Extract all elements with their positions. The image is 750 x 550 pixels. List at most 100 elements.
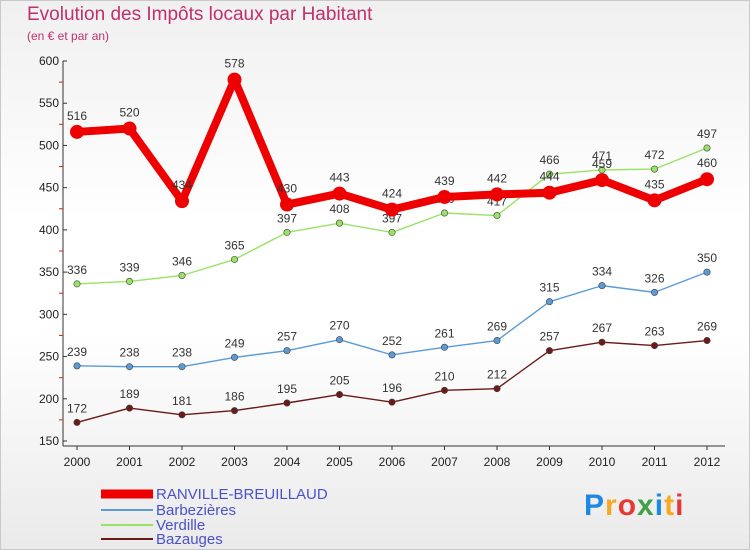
point-verdille-2009 xyxy=(545,170,553,178)
point-ranville-2008 xyxy=(490,187,504,202)
point-barbezieres-2004 xyxy=(283,347,291,355)
y-tick-label-300: 300 xyxy=(39,307,59,321)
y-tick-label-150: 150 xyxy=(39,434,59,448)
data-label-ranville-2000: 516 xyxy=(67,109,87,123)
y-tick-label-600: 600 xyxy=(39,54,59,68)
point-verdille-2006 xyxy=(388,228,396,236)
x-tick-label-2008: 2008 xyxy=(484,455,511,469)
data-label-verdille-2000: 336 xyxy=(67,263,87,277)
point-ranville-2010 xyxy=(595,173,609,188)
data-label-verdille-2005: 408 xyxy=(329,202,349,216)
data-label-bazauges-2000: 172 xyxy=(67,401,87,415)
chart-title: Evolution des Impôts locaux par Habitant xyxy=(27,4,373,25)
point-verdille-2004 xyxy=(283,228,291,236)
point-ranville-2000 xyxy=(70,124,84,139)
legend-label-verdille: Verdille xyxy=(156,517,206,534)
point-barbezieres-2008 xyxy=(493,337,501,345)
data-label-barbezieres-2004: 257 xyxy=(277,330,297,344)
data-label-bazauges-2001: 189 xyxy=(119,387,139,401)
legend-label-ranville: RANVILLE-BREUILLAUD xyxy=(156,486,328,503)
point-ranville-2012 xyxy=(700,172,714,187)
point-ranville-2011 xyxy=(647,193,662,208)
data-label-ranville-2003: 578 xyxy=(224,57,244,71)
data-label-verdille-2012: 497 xyxy=(697,127,717,141)
data-label-ranville-2012: 460 xyxy=(697,156,717,170)
data-label-barbezieres-2001: 238 xyxy=(119,346,139,360)
point-barbezieres-2000 xyxy=(73,362,81,370)
x-tick-label-2004: 2004 xyxy=(274,455,301,469)
point-ranville-2004 xyxy=(280,197,294,212)
y-tick-label-400: 400 xyxy=(39,223,59,237)
x-tick-label-2007: 2007 xyxy=(431,455,458,469)
data-label-verdille-2010: 471 xyxy=(592,149,612,163)
point-bazauges-2004 xyxy=(283,399,291,407)
point-barbezieres-2010 xyxy=(598,282,606,290)
x-tick-label-2009: 2009 xyxy=(536,455,563,469)
point-barbezieres-2005 xyxy=(335,336,343,344)
point-ranville-2009 xyxy=(542,185,557,200)
data-label-ranville-2005: 443 xyxy=(329,171,349,185)
point-verdille-2003 xyxy=(231,255,239,263)
point-ranville-2001 xyxy=(122,121,137,136)
data-label-bazauges-2008: 212 xyxy=(487,368,507,382)
point-barbezieres-2006 xyxy=(388,351,396,359)
point-barbezieres-2002 xyxy=(178,363,186,371)
data-label-bazauges-2007: 210 xyxy=(434,369,454,383)
data-label-ranville-2010: 459 xyxy=(592,157,612,171)
data-label-bazauges-2005: 205 xyxy=(329,374,349,388)
data-label-verdille-2011: 472 xyxy=(644,148,664,162)
point-verdille-2012 xyxy=(703,144,711,152)
data-label-bazauges-2003: 186 xyxy=(224,390,244,404)
data-label-barbezieres-2011: 326 xyxy=(644,271,664,285)
data-label-ranville-2008: 442 xyxy=(487,171,507,185)
x-tick-label-2005: 2005 xyxy=(326,455,353,469)
point-verdille-2002 xyxy=(178,271,186,279)
x-tick-label-2011: 2011 xyxy=(642,455,668,469)
data-label-ranville-2004: 430 xyxy=(277,182,297,196)
y-tick-label-350: 350 xyxy=(39,265,59,279)
data-label-bazauges-2006: 196 xyxy=(382,381,402,395)
chart-subtitle: (en € et par an) xyxy=(27,29,110,43)
point-bazauges-2002 xyxy=(178,411,186,419)
y-tick-label-250: 250 xyxy=(39,350,59,364)
data-label-bazauges-2009: 257 xyxy=(539,330,559,344)
point-verdille-2000 xyxy=(73,280,81,288)
point-verdille-2001 xyxy=(126,277,134,285)
data-label-barbezieres-2003: 249 xyxy=(224,336,244,350)
data-label-verdille-2004: 397 xyxy=(277,211,297,225)
data-label-ranville-2006: 424 xyxy=(382,187,402,201)
x-tick-label-2012: 2012 xyxy=(694,455,721,469)
data-label-verdille-2003: 365 xyxy=(224,238,244,252)
data-label-ranville-2001: 520 xyxy=(119,106,139,120)
point-bazauges-2005 xyxy=(335,391,343,399)
data-label-bazauges-2011: 263 xyxy=(644,325,664,339)
point-verdille-2005 xyxy=(335,219,343,227)
data-label-verdille-2006: 397 xyxy=(382,211,402,225)
point-bazauges-2003 xyxy=(231,407,239,415)
x-tick-label-2001: 2001 xyxy=(116,455,143,469)
y-tick-label-450: 450 xyxy=(39,181,59,195)
y-tick-label-500: 500 xyxy=(39,138,59,152)
point-ranville-2006 xyxy=(385,202,399,217)
data-label-barbezieres-2002: 238 xyxy=(172,346,192,360)
data-label-bazauges-2002: 181 xyxy=(172,394,192,408)
data-label-bazauges-2004: 195 xyxy=(277,382,297,396)
point-ranville-2002 xyxy=(175,194,189,209)
point-bazauges-2009 xyxy=(545,347,553,355)
point-barbezieres-2009 xyxy=(545,298,553,306)
y-tick-label-550: 550 xyxy=(39,96,59,110)
data-label-barbezieres-2006: 252 xyxy=(382,334,402,348)
data-label-ranville-2007: 439 xyxy=(434,174,454,188)
data-label-bazauges-2010: 267 xyxy=(592,321,612,335)
point-bazauges-2000 xyxy=(73,418,81,426)
data-label-ranville-2011: 435 xyxy=(644,177,664,191)
data-label-barbezieres-2012: 350 xyxy=(697,251,717,265)
x-tick-label-2010: 2010 xyxy=(589,455,616,469)
point-bazauges-2008 xyxy=(493,385,501,393)
legend-label-barbezieres: Barbezières xyxy=(156,502,237,519)
point-ranville-2003 xyxy=(227,72,242,87)
point-bazauges-2007 xyxy=(440,386,448,394)
point-bazauges-2012 xyxy=(703,337,711,345)
y-tick-label-200: 200 xyxy=(39,392,59,406)
x-tick-label-2000: 2000 xyxy=(64,455,91,469)
